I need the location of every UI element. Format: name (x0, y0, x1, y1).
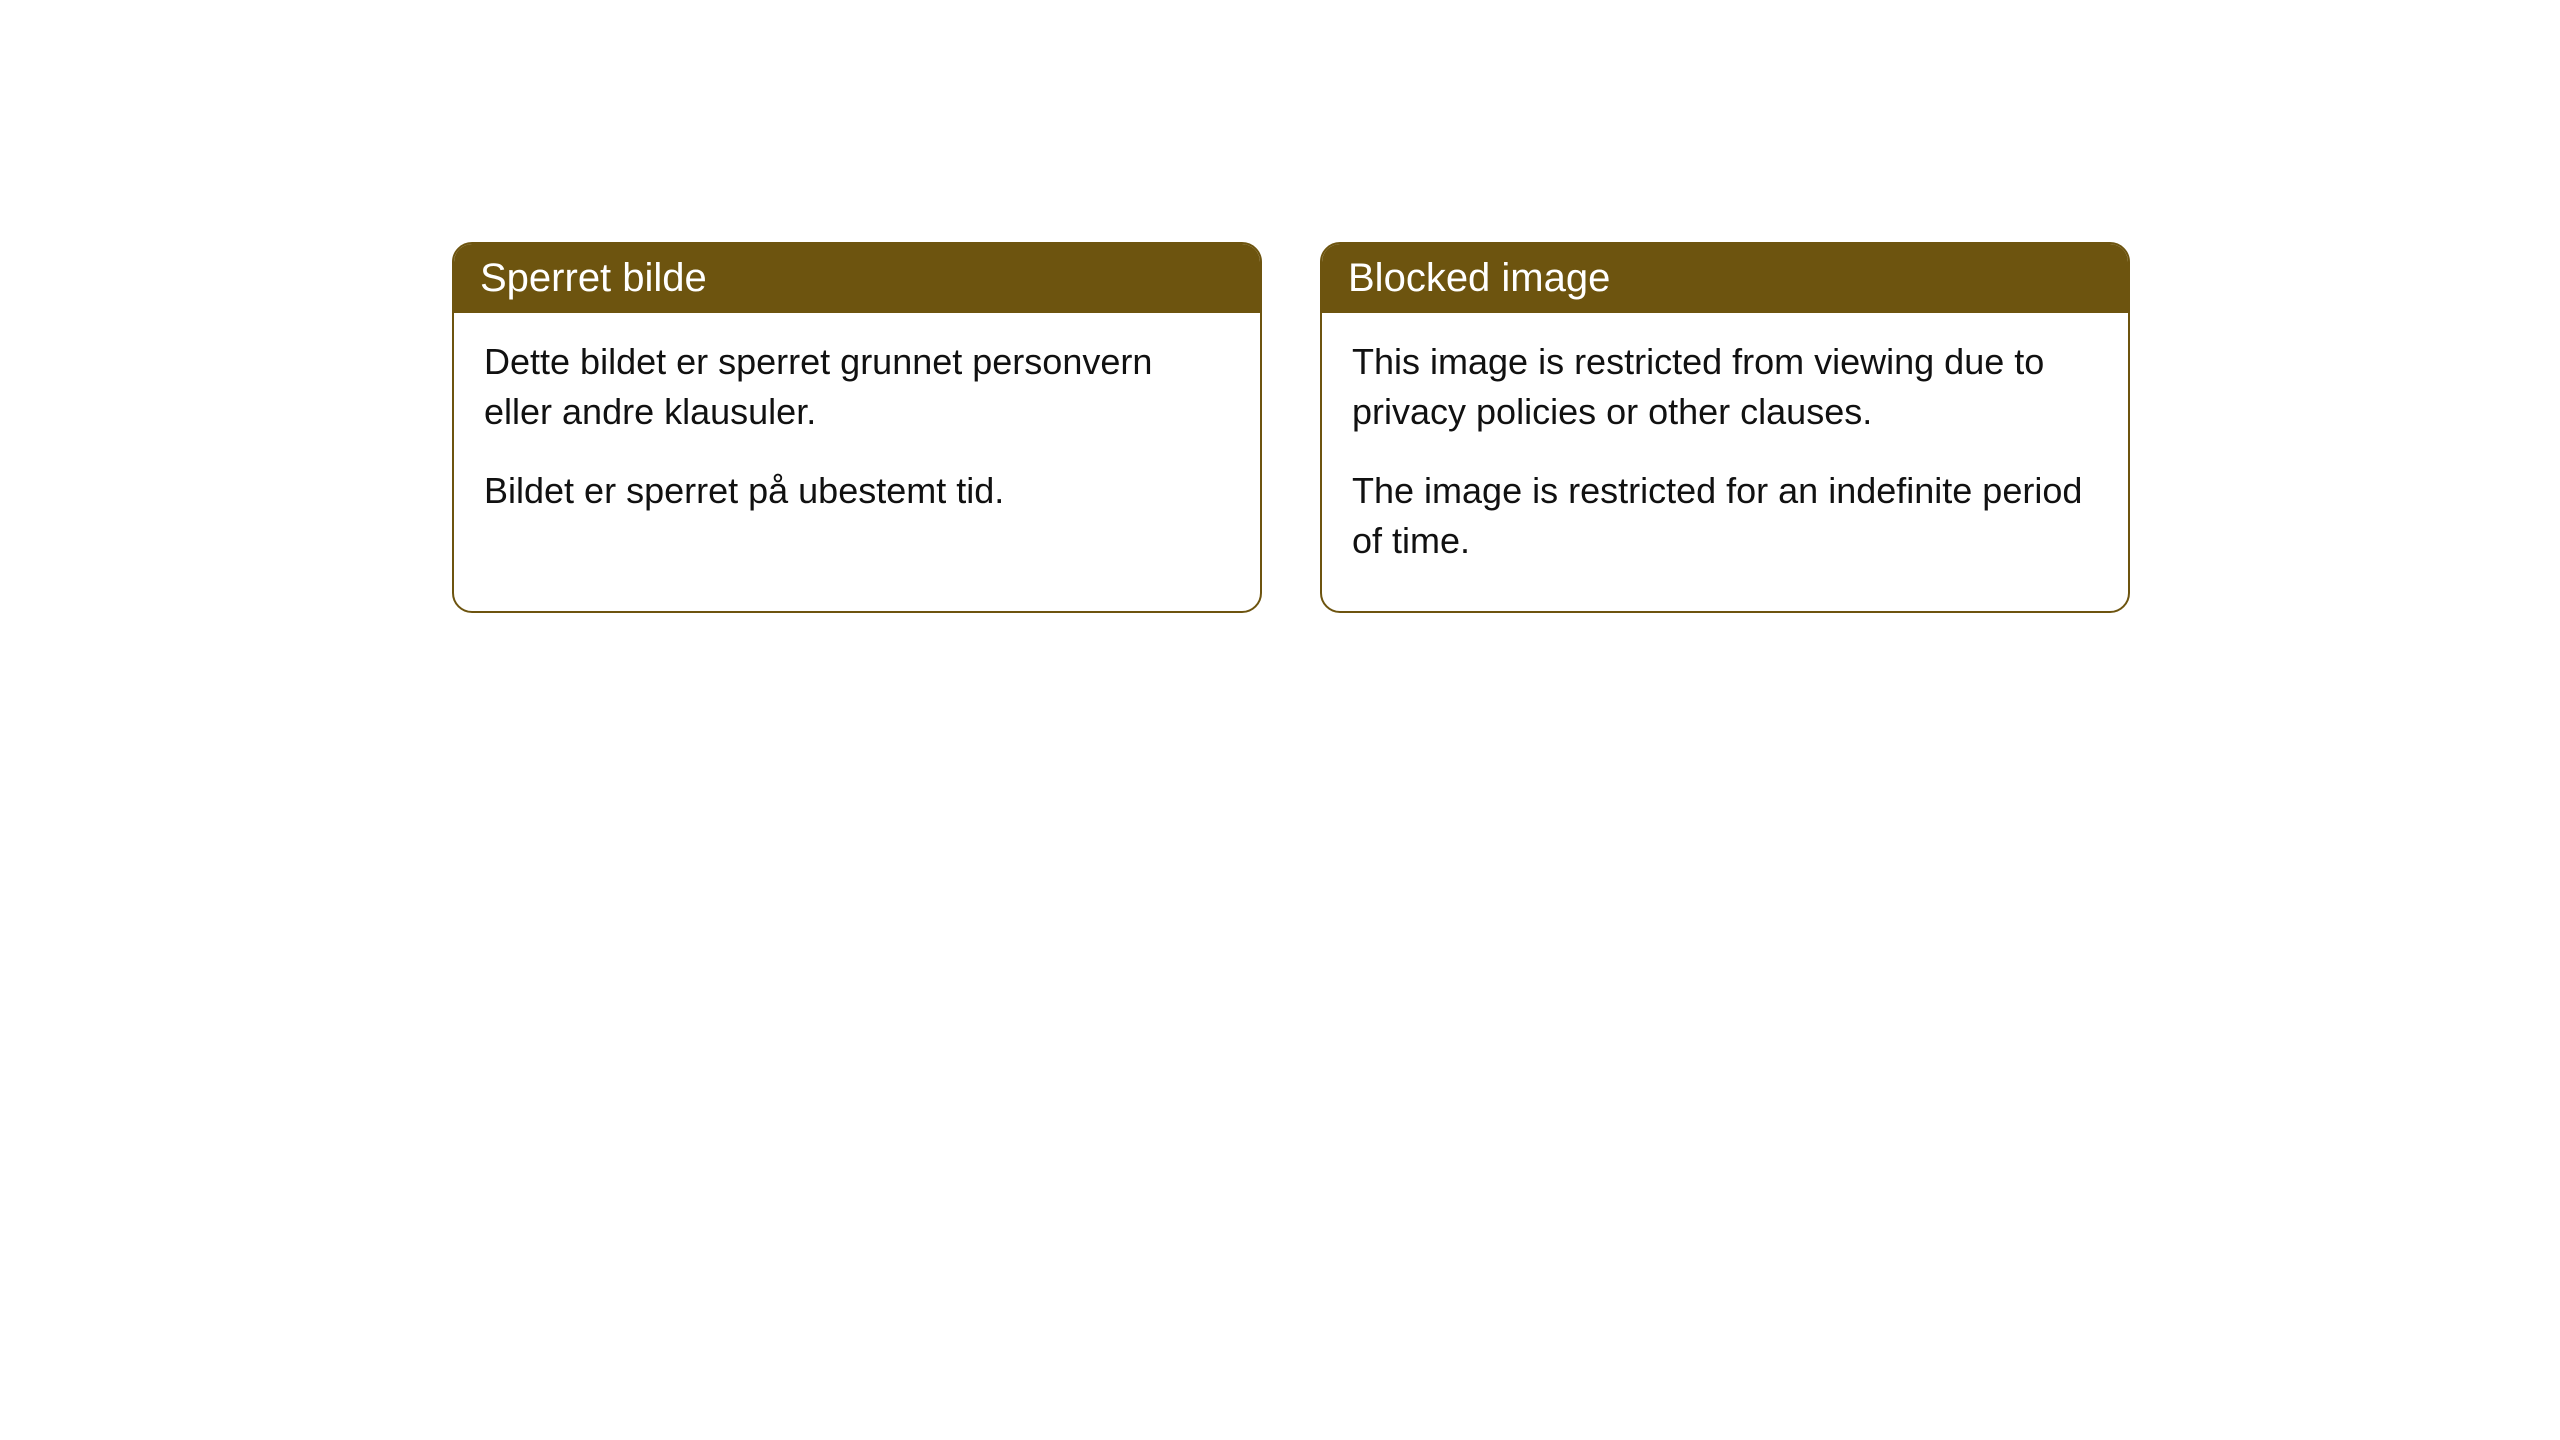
card-title: Blocked image (1348, 256, 1610, 300)
card-header: Sperret bilde (454, 244, 1260, 313)
card-paragraph: Bildet er sperret på ubestemt tid. (484, 466, 1230, 516)
blocked-image-card-english: Blocked image This image is restricted f… (1320, 242, 2130, 613)
card-header: Blocked image (1322, 244, 2128, 313)
blocked-image-card-norwegian: Sperret bilde Dette bildet er sperret gr… (452, 242, 1262, 613)
card-paragraph: This image is restricted from viewing du… (1352, 337, 2098, 438)
card-body: Dette bildet er sperret grunnet personve… (454, 313, 1260, 560)
notice-cards-container: Sperret bilde Dette bildet er sperret gr… (452, 242, 2560, 613)
card-body: This image is restricted from viewing du… (1322, 313, 2128, 611)
card-title: Sperret bilde (480, 256, 707, 300)
card-paragraph: The image is restricted for an indefinit… (1352, 466, 2098, 567)
card-paragraph: Dette bildet er sperret grunnet personve… (484, 337, 1230, 438)
